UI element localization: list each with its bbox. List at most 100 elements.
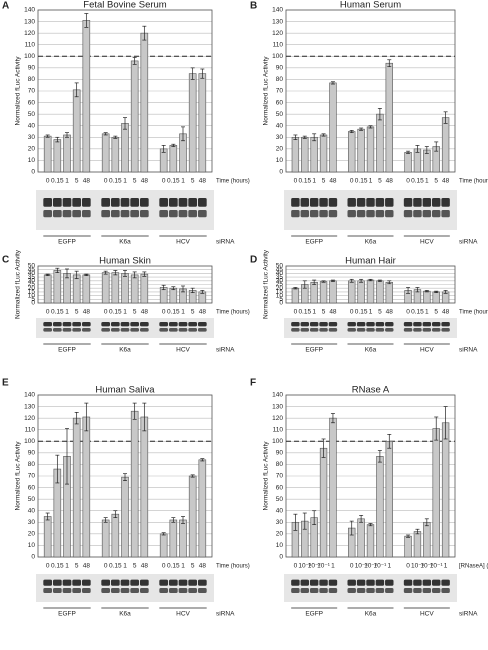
bar — [329, 280, 337, 304]
error-bar — [113, 270, 118, 276]
error-bar — [302, 512, 307, 530]
x-tick-label: 48 — [83, 309, 91, 316]
gel-band — [319, 579, 328, 586]
gel-band — [403, 210, 413, 218]
error-bar — [161, 532, 166, 536]
y-tick-label: 20 — [28, 531, 36, 538]
gel-band — [130, 328, 140, 332]
y-tick-label: 140 — [24, 7, 35, 14]
y-tick-label: 40 — [276, 270, 284, 277]
gel-band — [431, 579, 441, 586]
bar — [101, 519, 110, 558]
bar — [188, 475, 197, 558]
bar — [169, 145, 178, 173]
error-bar — [406, 287, 411, 294]
error-bar — [415, 528, 420, 535]
x-tick-label: 10⁻³ — [355, 563, 369, 570]
gel-band — [441, 198, 450, 207]
gel-band — [319, 322, 328, 327]
x-tick-label: 5 — [75, 178, 79, 185]
x-tick-label: 1 — [181, 178, 185, 185]
bar — [111, 513, 120, 558]
bar — [72, 417, 81, 558]
gel-band — [366, 579, 375, 586]
bar — [169, 519, 178, 558]
y-tick-label: 110 — [25, 426, 36, 433]
gel-band — [72, 322, 82, 327]
gel-band — [110, 210, 120, 218]
bar — [121, 273, 129, 304]
error-bar — [103, 270, 108, 275]
gel-band — [52, 322, 62, 327]
y-tick-label: 80 — [28, 76, 36, 83]
y-tick-label: 60 — [28, 484, 36, 491]
group-label: K6a — [365, 611, 377, 618]
bar — [366, 126, 375, 173]
y-tick-label: 140 — [272, 392, 283, 399]
error-bar — [65, 132, 69, 138]
x-tick-label: 48 — [199, 309, 207, 316]
x-tick-label: 48 — [141, 309, 149, 316]
gel-band — [413, 210, 422, 218]
group-axis-label: siRNA — [216, 239, 235, 246]
y-tick-label: 0 — [279, 169, 283, 176]
bar — [43, 516, 52, 558]
gel-band — [328, 322, 338, 327]
gel-band — [130, 322, 140, 327]
gel-band — [319, 198, 328, 207]
y-axis-label: Normalized fLuc Activity — [263, 56, 270, 126]
gel-band — [52, 328, 62, 332]
gel-band — [319, 588, 328, 594]
gel-band — [139, 198, 149, 207]
bar — [441, 117, 450, 173]
y-tick-label: 110 — [273, 41, 284, 48]
x-tick-label: 5 — [191, 563, 195, 570]
error-bar — [406, 150, 411, 154]
panel-letter: F — [250, 378, 256, 389]
error-bar — [200, 290, 205, 294]
x-tick-label: 10⁻² — [308, 563, 322, 570]
gel-band — [300, 588, 310, 594]
gel-band — [328, 588, 338, 594]
error-bar — [302, 280, 307, 289]
error-bar — [55, 454, 60, 484]
y-tick-label: 50 — [276, 263, 284, 270]
gel-band — [101, 322, 111, 327]
bar — [130, 274, 139, 304]
x-axis-label: Time (hours) — [216, 564, 250, 570]
chart-title: Human Serum — [340, 0, 401, 11]
bar — [413, 531, 422, 558]
y-tick-label: 80 — [28, 461, 36, 468]
chart-title: Human Saliva — [95, 385, 155, 396]
gel-band — [43, 588, 53, 594]
gel-band — [81, 328, 91, 332]
error-bar — [387, 280, 392, 285]
x-tick-label: 10⁻³ — [298, 563, 312, 570]
chart-title: Human Hair — [345, 256, 396, 267]
gel-band — [62, 322, 72, 327]
gel-band — [139, 210, 149, 218]
gel-band — [309, 210, 319, 218]
bar — [404, 535, 412, 558]
y-tick-label: 50 — [276, 496, 284, 503]
gel-band — [413, 322, 422, 327]
gel-band — [403, 198, 413, 207]
gel-band — [43, 322, 53, 327]
gel-band — [291, 322, 300, 327]
y-tick-label: 35 — [28, 274, 36, 281]
x-tick-label: 1 — [369, 309, 373, 316]
group-label: K6a — [365, 239, 377, 246]
group-label: K6a — [119, 347, 131, 354]
gel-band — [291, 588, 300, 594]
y-tick-label: 0 — [31, 169, 35, 176]
error-bar — [321, 133, 326, 137]
gel-band — [120, 322, 130, 327]
gel-band — [403, 328, 413, 332]
x-tick-label: 0.15 — [298, 178, 311, 185]
bar — [301, 136, 309, 173]
bar — [357, 280, 365, 304]
y-tick-label: 130 — [272, 18, 283, 25]
gel-band — [178, 588, 188, 594]
bar — [111, 136, 120, 173]
